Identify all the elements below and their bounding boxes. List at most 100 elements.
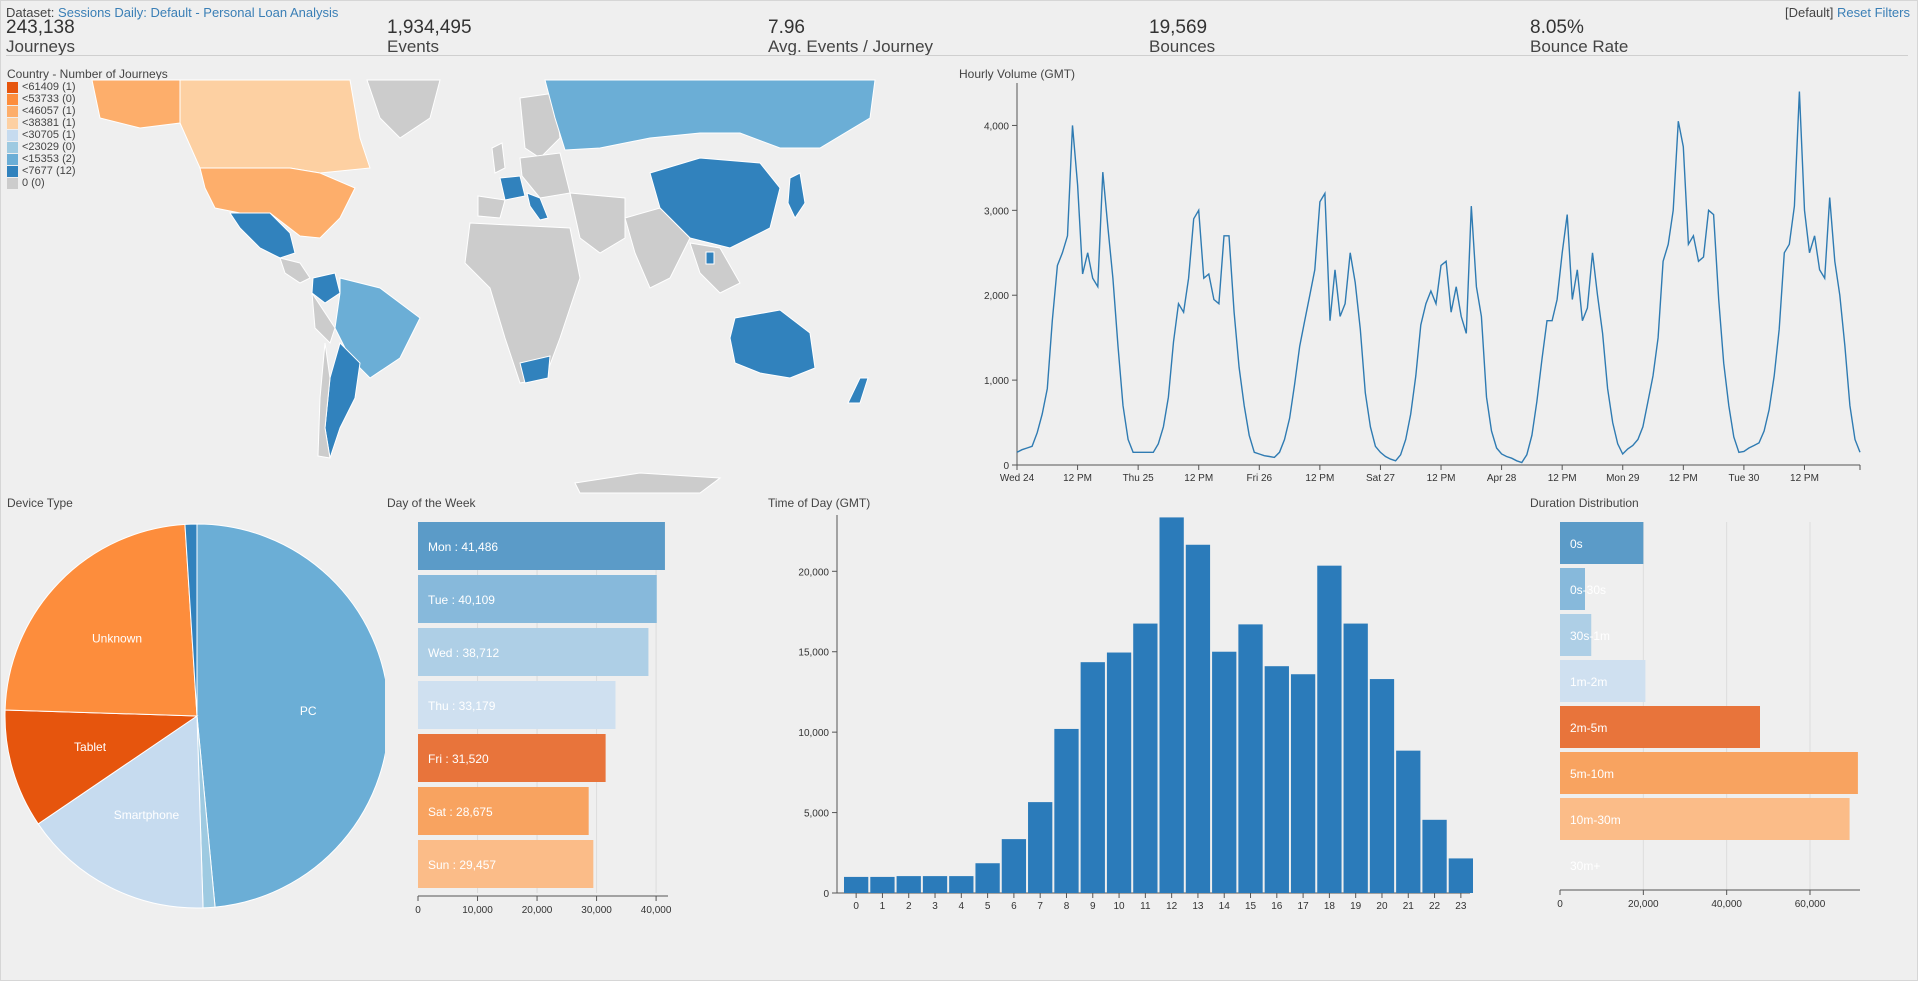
bar-hour-17[interactable] (1290, 674, 1316, 893)
y-tick-label: 2,000 (984, 291, 1009, 302)
bar-label: 10m-30m (1570, 813, 1621, 827)
legend-item[interactable]: <46057 (1) (7, 105, 76, 117)
kpi-value: 19,569 (1149, 17, 1208, 38)
country-spain[interactable] (477, 195, 506, 219)
country-alaska[interactable] (91, 79, 181, 129)
legend-item[interactable]: <53733 (0) (7, 93, 76, 105)
x-tick-label: 23 (1455, 901, 1467, 912)
bar-hour-20[interactable] (1369, 679, 1395, 893)
country-taiwan[interactable] (705, 251, 715, 265)
bar-hour-18[interactable] (1317, 565, 1342, 893)
legend-item[interactable]: <23029 (0) (7, 141, 76, 153)
country-japan[interactable] (787, 172, 806, 220)
country-africa[interactable] (464, 222, 581, 384)
device-title: Device Type (7, 496, 73, 510)
bar-hour-4[interactable] (949, 876, 974, 893)
device-type-pie[interactable]: PC Smartphone Tablet Unknown (0, 510, 385, 910)
bar-hour-22[interactable] (1422, 819, 1447, 893)
legend-item[interactable]: <15353 (2) (7, 153, 76, 165)
bar-hour-6[interactable] (1001, 839, 1027, 893)
country-usa[interactable] (199, 167, 356, 239)
country-middle-east[interactable] (569, 192, 626, 254)
country-south-africa[interactable] (519, 355, 551, 384)
bar-hour-16[interactable] (1264, 666, 1289, 893)
bar-hour-21[interactable] (1396, 750, 1421, 893)
bar-hour-15[interactable] (1238, 624, 1263, 893)
bar-thu[interactable] (418, 681, 616, 729)
x-tick-label: 30,000 (581, 905, 612, 916)
day-of-week-chart[interactable]: Mon : 41,486 Tue : 40,109 Wed : 38,712 Thu … (380, 510, 730, 925)
country-antarctica[interactable] (574, 472, 722, 494)
pie-slice-smartphone[interactable] (37, 715, 204, 909)
bar-wed[interactable] (418, 628, 649, 676)
bar-hour-7[interactable] (1028, 802, 1053, 893)
pie-slice-misc[interactable] (184, 523, 198, 717)
bar-hour-14[interactable] (1212, 651, 1237, 893)
bar-hour-8[interactable] (1054, 728, 1079, 893)
legend-item[interactable]: <30705 (1) (7, 129, 76, 141)
country-chile[interactable] (317, 342, 331, 459)
country-argentina[interactable] (324, 342, 361, 459)
legend-item[interactable]: <61409 (1) (7, 81, 76, 93)
legend-item[interactable]: <7677 (12) (7, 165, 76, 177)
bar-hour-12[interactable] (1159, 517, 1184, 893)
country-peru[interactable] (311, 292, 336, 344)
pie-slice-pc[interactable] (196, 523, 385, 908)
country-colombia[interactable] (311, 272, 341, 304)
bar-hour-23[interactable] (1448, 858, 1473, 893)
country-europe-other[interactable] (519, 152, 571, 199)
reset-filters-link[interactable]: Reset Filters (1837, 5, 1910, 20)
country-italy[interactable] (526, 192, 549, 221)
bar-2m-5m[interactable] (1560, 706, 1760, 748)
bar-30s-1m[interactable] (1560, 614, 1592, 656)
country-new-zealand[interactable] (847, 377, 869, 404)
bar-hour-1[interactable] (870, 876, 895, 893)
pie-slice-tablet[interactable] (4, 709, 199, 825)
country-greenland[interactable] (366, 79, 441, 139)
kpi-label: Bounce Rate (1530, 37, 1629, 56)
bar-mon[interactable] (418, 522, 665, 570)
bar-1m-2m[interactable] (1560, 660, 1646, 702)
bar-0s-30s[interactable] (1560, 568, 1585, 610)
hourly-title: Hourly Volume (GMT) (959, 67, 1076, 81)
bar-5m-10m[interactable] (1560, 752, 1858, 794)
bar-hour-13[interactable] (1185, 544, 1211, 893)
bar-hour-11[interactable] (1133, 623, 1158, 893)
bar-hour-3[interactable] (922, 876, 948, 893)
bar-sun[interactable] (418, 840, 594, 888)
country-canada[interactable] (179, 79, 371, 174)
bar-hour-10[interactable] (1106, 652, 1132, 893)
bar-hour-0[interactable] (844, 876, 869, 893)
x-tick-label: 19 (1350, 901, 1362, 912)
bar-hour-9[interactable] (1080, 662, 1105, 893)
legend-item[interactable]: 0 (0) (7, 177, 76, 189)
bar-tue[interactable] (418, 575, 657, 623)
country-southeast-asia[interactable] (689, 242, 741, 294)
country-mexico[interactable] (229, 212, 296, 259)
x-tick-label: 12 PM (1548, 473, 1577, 484)
country-central-america[interactable] (279, 257, 311, 284)
country-uk[interactable] (491, 142, 506, 174)
bar-hour-5[interactable] (975, 863, 1000, 893)
hourly-volume-chart[interactable]: 0 1,000 2,000 3,000 4,000 Wed 24 12 PM Thu 25 12… (955, 78, 1905, 493)
country-india[interactable] (624, 207, 691, 289)
x-tick-label: 1 (880, 901, 886, 912)
x-tick-label: 12 PM (1427, 473, 1456, 484)
duration-distribution-chart[interactable]: 0s 0s-30s 30s-1m 1m-2m 2m-5m 5m-10m 10m-30m 30m… (1520, 510, 1915, 925)
country-russia[interactable] (544, 79, 876, 151)
bar-hour-19[interactable] (1343, 623, 1368, 893)
bar-10m-30m[interactable] (1560, 798, 1850, 840)
bar-hour-2[interactable] (896, 876, 921, 893)
bar-fri[interactable] (418, 734, 606, 782)
x-tick-label: 11 (1140, 901, 1151, 912)
country-australia[interactable] (729, 309, 816, 379)
pie-slice-unknown[interactable] (4, 523, 198, 717)
world-map[interactable] (0, 78, 950, 498)
country-france[interactable] (499, 175, 526, 201)
bar-0s[interactable] (1560, 522, 1644, 564)
legend-item[interactable]: <38381 (1) (7, 117, 76, 129)
dataset-link[interactable]: Sessions Daily: Default - Personal Loan … (58, 5, 339, 20)
bar-sat[interactable] (418, 787, 589, 835)
country-brazil[interactable] (334, 277, 421, 379)
